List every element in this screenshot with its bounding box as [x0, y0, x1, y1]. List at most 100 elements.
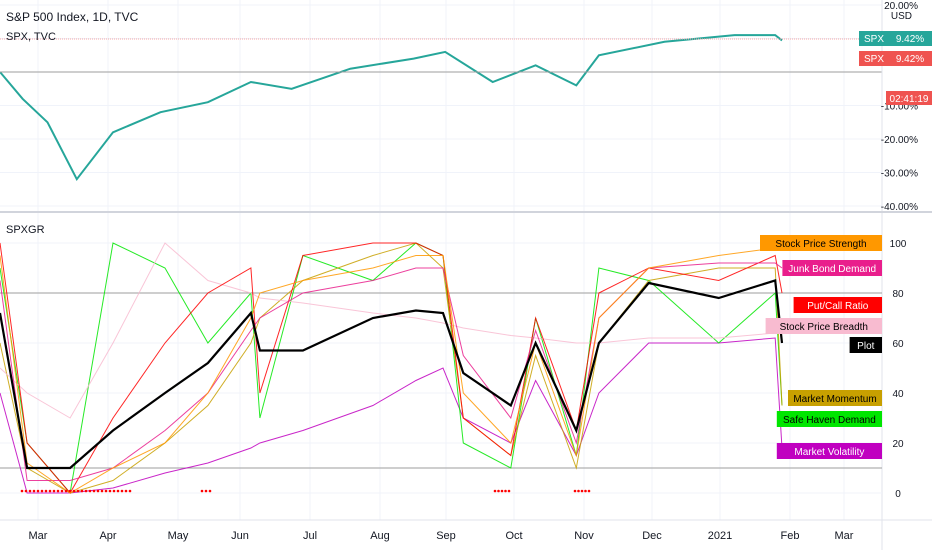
- indicator-tick-label: 20: [892, 439, 904, 450]
- signal-marker: [40, 489, 44, 493]
- signal-marker: [587, 489, 591, 493]
- indicator-tick-label: 0: [895, 489, 901, 500]
- series-line-plot: [0, 279, 784, 470]
- legend-item: Plot: [849, 337, 882, 353]
- currency-label: USD: [891, 11, 912, 22]
- price-tick-label: -30.00%: [881, 169, 918, 180]
- price-tick-label: -40.00%: [881, 202, 918, 213]
- signal-marker: [28, 489, 32, 493]
- legend-item: Stock Price Strength: [760, 235, 882, 251]
- legend-item: Market Momentum: [788, 390, 882, 406]
- signal-marker: [112, 489, 116, 493]
- price-tick-label: -20.00%: [881, 135, 918, 146]
- signal-marker: [497, 489, 500, 493]
- signal-marker: [60, 489, 64, 493]
- legend-item: Stock Price Breadth: [765, 318, 882, 334]
- series-line-stock-price-strength: [0, 242, 783, 494]
- signal-marker: [92, 489, 96, 493]
- signal-marker: [52, 489, 56, 493]
- price-series-label: SPX, TVC: [6, 31, 56, 43]
- time-tick-label: Nov: [574, 530, 594, 542]
- signal-marker: [116, 489, 120, 493]
- price-tick-label: -10.00%: [881, 102, 918, 113]
- signal-marker: [128, 489, 132, 493]
- legend-label: Put/Call Ratio: [807, 301, 869, 312]
- legend-label: Safe Haven Demand: [783, 415, 876, 426]
- legend-label: Stock Price Strength: [775, 239, 866, 250]
- signal-marker: [20, 489, 24, 493]
- series-line-market-momentum: [0, 242, 783, 494]
- legend-swatch: [788, 390, 882, 406]
- badge-value: 9.42%: [896, 54, 924, 65]
- indicator-tick-label: 40: [892, 389, 904, 400]
- spx-price-line: [0, 34, 783, 182]
- signal-marker: [36, 489, 40, 493]
- signal-marker: [48, 489, 52, 493]
- legend-swatch: [782, 260, 882, 276]
- countdown-text: 02:41:19: [890, 94, 929, 105]
- legend-label: Stock Price Breadth: [780, 322, 868, 333]
- signal-marker: [88, 489, 92, 493]
- badge-value-box: [889, 31, 932, 46]
- countdown-badge: [886, 91, 932, 105]
- time-tick-label: Jun: [231, 530, 249, 542]
- price-badge: SPX 9.42%: [859, 51, 932, 66]
- badge-label: SPX: [864, 54, 884, 65]
- signal-marker: [24, 489, 28, 493]
- time-tick-label: 2021: [708, 530, 732, 542]
- time-tick-label: May: [168, 530, 189, 542]
- indicator-tick-label: 60: [892, 339, 904, 350]
- legend-swatch: [760, 235, 882, 251]
- time-tick-label: Feb: [781, 530, 800, 542]
- indicator-pane[interactable]: SPXGR 100 80 60 40 20 0 Stock Price Strength J…: [0, 224, 907, 500]
- time-tick-label: Aug: [370, 530, 390, 542]
- signal-marker: [580, 489, 584, 493]
- series-line-market-volatility: [0, 337, 783, 494]
- series-line-put-call-ratio: [0, 242, 783, 494]
- legend-swatch: [765, 318, 882, 334]
- signal-marker: [64, 489, 68, 493]
- legend-item: Market Volatility: [776, 443, 882, 459]
- series-line-safe-haven-demand: [0, 242, 783, 495]
- legend-swatch: [849, 337, 882, 353]
- legend-item: Put/Call Ratio: [793, 297, 882, 313]
- badge-label-box: [859, 51, 889, 66]
- signal-marker: [208, 489, 212, 493]
- series-line-junk-bond-demand: [0, 262, 783, 481]
- signal-marker: [124, 489, 128, 493]
- signal-marker: [68, 489, 72, 493]
- time-tick-label: Sep: [436, 530, 456, 542]
- time-axis[interactable]: Mar Apr May Jun Jul Aug Sep Oct Nov Dec 2021 Feb Mar: [0, 519, 932, 542]
- legend-swatch: [776, 443, 882, 459]
- legend-label: Market Momentum: [793, 394, 876, 405]
- legend-label: Junk Bond Demand: [788, 264, 876, 275]
- time-tick-label: Oct: [505, 530, 522, 542]
- indicator-tick-label: 80: [892, 289, 904, 300]
- badge-value: 9.42%: [896, 34, 924, 45]
- signal-marker: [573, 489, 577, 493]
- signal-marker: [120, 489, 124, 493]
- legend-item: Junk Bond Demand: [782, 260, 882, 276]
- signal-marker: [100, 489, 104, 493]
- price-pane[interactable]: S&P 500 Index, 1D, TVC SPX, TVC: [0, 0, 882, 520]
- signal-marker: [500, 489, 504, 493]
- indicator-tick-label: 100: [890, 239, 907, 250]
- signal-marker: [44, 489, 48, 493]
- signal-marker: [96, 489, 100, 493]
- indicator-pane-title: SPXGR: [6, 224, 45, 236]
- time-tick-label: Jul: [303, 530, 317, 542]
- signal-marker: [108, 489, 112, 493]
- signal-marker: [504, 489, 507, 493]
- signal-marker: [493, 489, 497, 493]
- signal-marker: [76, 489, 80, 493]
- signal-marker: [84, 489, 88, 493]
- price-badge: SPX 9.42%: [859, 31, 932, 46]
- signal-marker: [80, 489, 84, 493]
- badge-value-box: [889, 51, 932, 66]
- price-pane-title: S&P 500 Index, 1D, TVC: [6, 10, 139, 24]
- legend-swatch: [776, 411, 882, 427]
- time-tick-label: Dec: [642, 530, 662, 542]
- legend-label: Market Volatility: [794, 447, 864, 458]
- signal-marker: [32, 489, 36, 493]
